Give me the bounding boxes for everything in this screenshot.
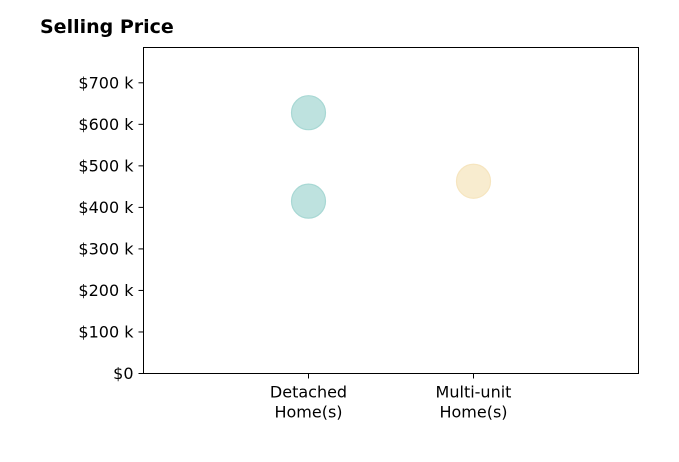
y-tick-label: $100 k bbox=[78, 322, 134, 341]
x-tick-label: Detached Home(s) bbox=[270, 383, 347, 422]
plot-frame bbox=[143, 47, 639, 374]
y-tick-label: $500 k bbox=[78, 156, 134, 175]
x-tick-label: Multi-unit Home(s) bbox=[436, 383, 512, 422]
data-point bbox=[455, 163, 492, 199]
x-axis: Detached Home(s) Multi-unit Home(s) bbox=[270, 373, 512, 422]
y-tick-label: $600 k bbox=[78, 115, 134, 134]
data-points bbox=[290, 95, 492, 219]
y-tick-label: $700 k bbox=[78, 73, 134, 92]
y-tick-label: $0 bbox=[113, 364, 133, 383]
data-point bbox=[290, 95, 327, 131]
y-axis: $0 $100 k $200 k $300 k $400 k $500 k $600 k $7… bbox=[78, 73, 144, 383]
data-point bbox=[290, 183, 327, 219]
chart-title: Selling Price bbox=[40, 16, 174, 38]
y-tick-label: $200 k bbox=[78, 281, 134, 300]
y-tick-label: $300 k bbox=[78, 239, 134, 258]
y-tick-label: $400 k bbox=[78, 198, 134, 217]
